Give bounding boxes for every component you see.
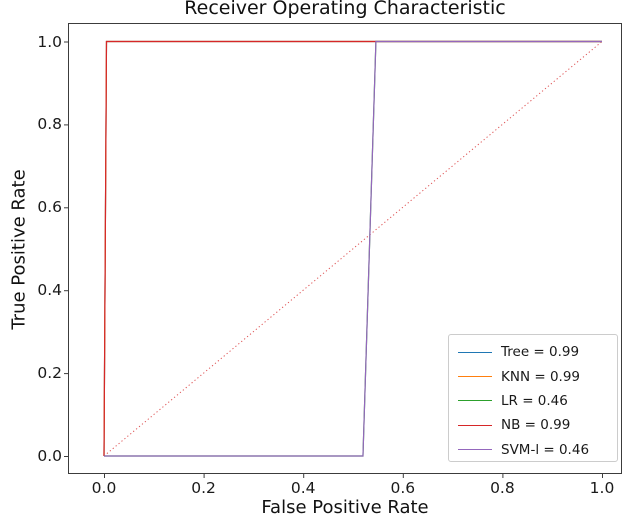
x-tick-label: 1.0: [589, 479, 615, 497]
legend-label: KNN = 0.99: [501, 368, 581, 385]
y-tick-label: 0.2: [37, 364, 62, 383]
chart-title: Receiver Operating Characteristic: [184, 0, 506, 19]
y-tick-label: 0.8: [37, 115, 62, 134]
x-tick-label: 0.8: [490, 479, 515, 497]
y-tick-label: 0.6: [37, 198, 62, 217]
legend-line-sample: [458, 376, 492, 378]
y-tick-label: 0.0: [37, 447, 62, 465]
legend-label: NB = 0.99: [501, 417, 571, 434]
axes-spines: [68, 23, 622, 474]
legend-entry-lr: LR = 0.46: [458, 389, 617, 413]
legend-line-sample: [458, 351, 492, 353]
y-axis-label: True Positive Rate: [8, 169, 30, 330]
legend-label: Tree = 0.99: [501, 344, 580, 361]
legend-entry-tree: Tree = 0.99: [458, 340, 617, 364]
x-tick-label: 0.6: [390, 479, 416, 497]
legend-entry-nb: NB = 0.99: [458, 413, 617, 437]
roc-curve-svm-l: [104, 40, 602, 457]
legend-label: LR = 0.46: [501, 392, 568, 409]
x-tick-label: 0.0: [91, 479, 117, 497]
x-tick-label: 0.4: [290, 479, 316, 497]
legend-entry-svm-l: SVM-l = 0.46: [458, 438, 617, 462]
legend-line-sample: [458, 449, 492, 451]
x-axis-label: False Positive Rate: [261, 497, 429, 518]
x-tick-label: 0.2: [191, 479, 216, 497]
legend-line-sample: [458, 400, 492, 402]
legend-line-sample: [458, 424, 492, 426]
y-tick-label: 0.4: [37, 281, 62, 300]
reference-diagonal-line: [103, 41, 603, 457]
y-tick-label: 1.0: [37, 32, 62, 51]
legend: Tree = 0.99 KNN = 0.99 LR = 0.46 NB = 0.99 S…: [448, 334, 618, 462]
legend-label: SVM-l = 0.46: [501, 441, 590, 458]
legend-entry-knn: KNN = 0.99: [458, 364, 617, 388]
